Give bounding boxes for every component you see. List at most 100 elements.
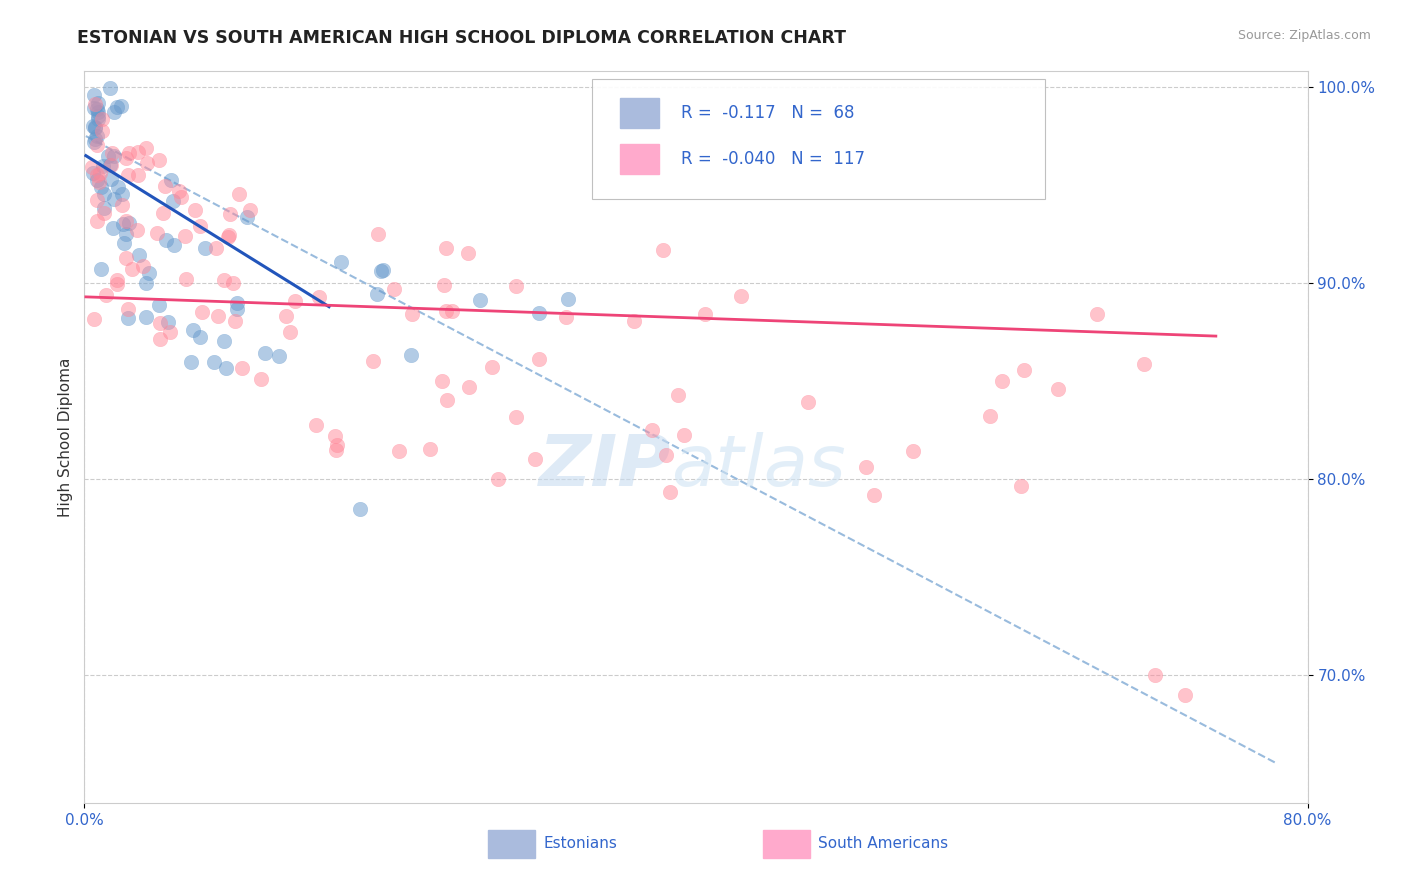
Point xyxy=(121,262,143,277)
Point xyxy=(730,289,752,303)
Point xyxy=(103,149,125,163)
Point xyxy=(524,452,547,467)
Point xyxy=(135,141,157,155)
Point xyxy=(433,277,456,292)
Point xyxy=(115,152,138,166)
Point xyxy=(1085,307,1108,321)
Text: ESTONIAN VS SOUTH AMERICAN HIGH SCHOOL DIPLOMA CORRELATION CHART: ESTONIAN VS SOUTH AMERICAN HIGH SCHOOL D… xyxy=(77,29,846,46)
Point xyxy=(83,135,105,149)
Point xyxy=(855,459,877,474)
Text: atlas: atlas xyxy=(672,432,846,500)
Point xyxy=(136,155,159,169)
Point xyxy=(83,102,105,116)
Point xyxy=(112,235,135,250)
Point xyxy=(82,120,104,134)
Point xyxy=(641,423,664,437)
Point xyxy=(89,166,111,180)
Point xyxy=(991,374,1014,388)
Point xyxy=(267,349,290,363)
Point xyxy=(797,394,820,409)
Point xyxy=(419,442,441,457)
Point xyxy=(117,301,139,316)
Point xyxy=(180,354,202,368)
Point xyxy=(434,304,457,318)
Point xyxy=(174,272,197,286)
Point xyxy=(127,145,149,160)
Point xyxy=(93,159,115,173)
Point xyxy=(100,81,122,95)
Point xyxy=(86,129,108,144)
Point xyxy=(367,227,389,241)
Point xyxy=(90,180,112,194)
Point xyxy=(1012,362,1035,376)
Point xyxy=(127,223,149,237)
Point xyxy=(979,409,1001,424)
Point xyxy=(155,233,177,247)
Point xyxy=(505,278,527,293)
Point xyxy=(658,485,681,500)
Point xyxy=(149,316,172,330)
Point xyxy=(105,273,128,287)
Point xyxy=(557,293,579,307)
Point xyxy=(98,158,121,172)
FancyBboxPatch shape xyxy=(592,78,1045,200)
Point xyxy=(86,102,108,116)
Point xyxy=(115,251,138,265)
Point xyxy=(655,448,678,462)
Point xyxy=(105,277,128,292)
Bar xyxy=(488,830,534,858)
Point xyxy=(174,228,197,243)
Point xyxy=(117,168,139,182)
Point xyxy=(170,190,193,204)
Point xyxy=(693,307,716,321)
Point xyxy=(323,429,346,443)
Point xyxy=(86,193,108,207)
Point xyxy=(148,298,170,312)
Point xyxy=(110,98,132,112)
Point xyxy=(371,263,394,277)
Point xyxy=(366,287,388,301)
Point xyxy=(236,210,259,224)
Point xyxy=(138,266,160,280)
Point xyxy=(111,187,134,202)
Point xyxy=(1133,358,1156,372)
Point xyxy=(103,220,125,235)
Point xyxy=(1174,688,1197,702)
Point xyxy=(135,276,157,290)
Point xyxy=(110,198,132,212)
Text: Source: ZipAtlas.com: Source: ZipAtlas.com xyxy=(1237,29,1371,42)
Point xyxy=(1046,383,1069,397)
Point xyxy=(399,348,422,362)
Point xyxy=(222,276,245,290)
Point xyxy=(239,203,262,218)
Point xyxy=(901,443,924,458)
Point xyxy=(83,88,105,103)
Point xyxy=(89,175,111,189)
Point xyxy=(87,95,110,110)
Point xyxy=(623,314,645,328)
Point xyxy=(162,194,184,209)
Point xyxy=(93,201,115,215)
Point xyxy=(218,206,240,220)
Point xyxy=(157,315,180,329)
Point xyxy=(117,311,139,326)
Point xyxy=(527,351,550,366)
Point xyxy=(486,472,509,486)
Point xyxy=(218,229,240,244)
Point xyxy=(202,354,225,368)
Point xyxy=(191,305,214,319)
Point xyxy=(215,360,238,375)
Point xyxy=(280,325,302,339)
Point xyxy=(458,380,481,394)
Point xyxy=(96,287,118,301)
Point xyxy=(457,246,479,260)
Text: R =  -0.117   N =  68: R = -0.117 N = 68 xyxy=(682,104,855,122)
Bar xyxy=(763,830,810,858)
Point xyxy=(481,360,503,375)
Point xyxy=(83,120,105,135)
Point xyxy=(218,228,240,243)
Point xyxy=(160,173,183,187)
Bar xyxy=(620,144,659,175)
Point xyxy=(361,353,384,368)
Point xyxy=(169,185,191,199)
